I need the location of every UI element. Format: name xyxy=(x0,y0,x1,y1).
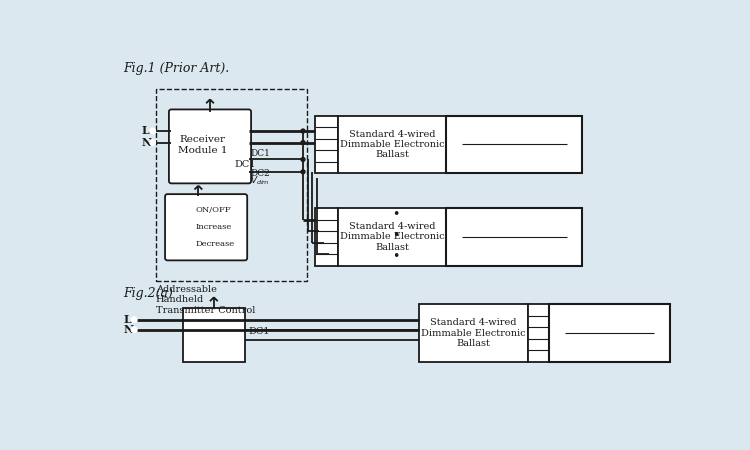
Bar xyxy=(156,89,307,281)
Circle shape xyxy=(654,337,665,347)
Circle shape xyxy=(451,130,462,141)
Text: Fig.2(a): Fig.2(a) xyxy=(123,287,173,300)
Circle shape xyxy=(566,130,578,141)
FancyBboxPatch shape xyxy=(169,109,251,183)
Circle shape xyxy=(301,129,305,133)
Bar xyxy=(338,116,446,173)
Bar xyxy=(338,208,446,266)
Text: DC2: DC2 xyxy=(251,169,270,178)
Text: DC1: DC1 xyxy=(235,160,256,169)
Text: Standard 4-wired
Dimmable Electronic
Ballast: Standard 4-wired Dimmable Electronic Bal… xyxy=(340,222,445,252)
Text: L: L xyxy=(123,314,131,325)
Bar xyxy=(315,116,338,173)
Circle shape xyxy=(554,319,565,330)
Text: Receiver
Module 1: Receiver Module 1 xyxy=(178,135,227,154)
Text: ON/OFF: ON/OFF xyxy=(195,206,231,214)
Circle shape xyxy=(301,140,305,144)
Circle shape xyxy=(301,158,305,162)
Bar xyxy=(315,208,338,266)
Bar xyxy=(446,116,582,173)
Circle shape xyxy=(566,223,578,234)
Text: Increase: Increase xyxy=(195,223,232,231)
Circle shape xyxy=(150,128,155,134)
Text: ↑: ↑ xyxy=(184,223,190,232)
Text: Addressable
Handheld
Transmitter Control: Addressable Handheld Transmitter Control xyxy=(156,285,255,315)
Circle shape xyxy=(131,317,136,322)
Bar xyxy=(183,308,244,362)
Text: DC1: DC1 xyxy=(251,149,270,158)
Bar xyxy=(446,208,582,266)
Circle shape xyxy=(172,207,181,214)
Bar xyxy=(528,304,550,362)
Circle shape xyxy=(184,240,191,248)
Circle shape xyxy=(150,140,155,145)
Circle shape xyxy=(301,170,305,174)
Bar xyxy=(550,304,670,362)
Circle shape xyxy=(172,223,181,231)
Circle shape xyxy=(451,240,462,251)
Bar xyxy=(419,304,528,362)
Text: DC1: DC1 xyxy=(249,327,270,336)
Text: N: N xyxy=(142,137,152,148)
Circle shape xyxy=(184,223,191,231)
Text: ↓: ↓ xyxy=(184,240,190,249)
Circle shape xyxy=(131,327,136,333)
Circle shape xyxy=(566,148,578,158)
Circle shape xyxy=(451,223,462,234)
Text: •
•
•: • • • xyxy=(392,208,400,263)
Circle shape xyxy=(554,337,565,347)
Circle shape xyxy=(566,240,578,251)
Text: N: N xyxy=(123,324,134,335)
Text: Decrease: Decrease xyxy=(195,240,235,248)
Text: Standard 4-wired
Dimmable Electronic
Ballast: Standard 4-wired Dimmable Electronic Bal… xyxy=(422,318,526,348)
Circle shape xyxy=(451,148,462,158)
Text: Fig.1 (Prior Art).: Fig.1 (Prior Art). xyxy=(123,62,230,75)
Text: Standard 4-wired
Dimmable Electronic
Ballast: Standard 4-wired Dimmable Electronic Bal… xyxy=(340,130,445,159)
FancyBboxPatch shape xyxy=(165,194,248,261)
Text: L: L xyxy=(142,126,149,136)
Text: $V_{dim}$: $V_{dim}$ xyxy=(251,175,270,187)
Circle shape xyxy=(172,240,181,248)
Circle shape xyxy=(654,319,665,330)
